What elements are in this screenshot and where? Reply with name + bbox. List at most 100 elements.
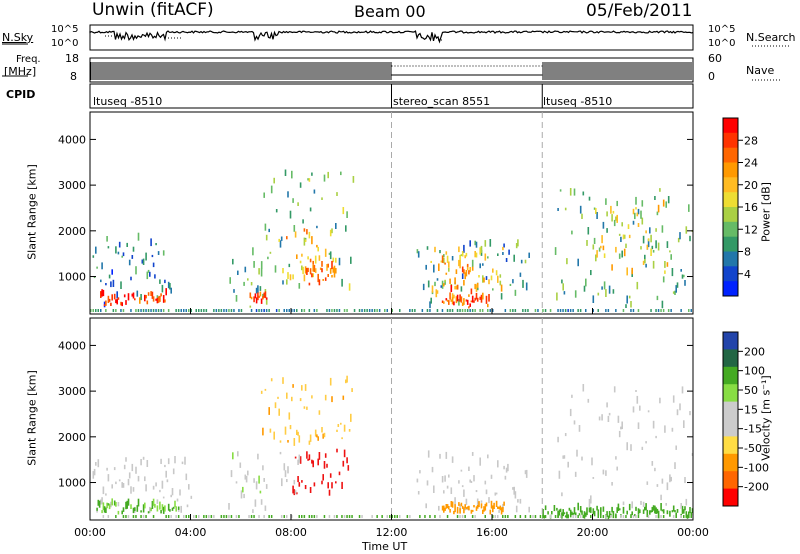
x-tick-label-1: 04:00 (175, 526, 207, 539)
velocity-cell-region-7 (499, 505, 502, 510)
power-ground-cell (451, 309, 454, 312)
velocity-cell-region-6 (441, 476, 444, 483)
velocity-cell-region-8 (543, 515, 546, 519)
velocity-cell-region-8 (642, 509, 645, 514)
power-cell-region-11 (665, 201, 667, 208)
power-cell-region-6 (308, 282, 311, 286)
power-cell-region-8 (499, 274, 502, 278)
velocity-cell-region-0 (111, 484, 113, 489)
power-ground-cell (391, 309, 393, 312)
power-ground-cell (160, 309, 162, 312)
power-cell-region-11 (667, 196, 670, 204)
velocity-colorbar-frame (722, 331, 739, 507)
power-cell-region-11 (595, 254, 597, 262)
velocity-cell-region-9 (602, 469, 605, 475)
velocity-ground-cell (434, 515, 436, 518)
power-cell-region-4 (309, 207, 312, 212)
velocity-ground-cell (637, 515, 640, 518)
velocity-cell-region-3 (337, 424, 340, 427)
power-cell-region-6 (326, 264, 328, 271)
velocity-cell-region-1 (132, 507, 135, 514)
velocity-cell-region-3 (279, 440, 282, 443)
velocity-ground-cell (446, 515, 449, 518)
velocity-cell-region-9 (676, 409, 679, 416)
power-cell-region-8 (483, 277, 485, 283)
freq-unit: [MHz] (4, 65, 37, 78)
velocity-cell-region-0 (117, 502, 120, 507)
velocity-cell-region-8 (672, 505, 675, 512)
velocity-cell-region-7 (450, 501, 453, 507)
power-ground-cell (577, 309, 579, 312)
power-cell-region-4 (316, 225, 318, 229)
power-cell-region-3 (255, 297, 258, 304)
power-cell-region-11 (628, 295, 631, 299)
velocity-cell-region-6 (475, 490, 478, 493)
velocity-cell-region-0 (92, 471, 95, 479)
power-cell-region-3 (258, 295, 260, 298)
velocity-cell-region-0 (144, 476, 146, 482)
velocity-colorbar-cell-0 (723, 332, 738, 350)
velocity-ground-cell (660, 515, 662, 518)
velocity-ground-cell (429, 515, 431, 518)
power-cell-region-0 (147, 269, 150, 273)
power-ground-cell (690, 309, 692, 312)
velocity-cell-region-6 (443, 490, 445, 494)
power-cell-region-4 (311, 172, 313, 176)
power-cell-region-12 (632, 208, 635, 215)
power-cell-region-0 (117, 251, 120, 255)
velocity-cell-region-9 (587, 398, 590, 403)
velocity-cell-region-0 (118, 479, 121, 482)
power-cell-region-7 (479, 263, 481, 269)
velocity-cell-region-3 (346, 375, 348, 383)
power-cell-region-2 (255, 287, 258, 294)
power-cell-region-8 (435, 289, 438, 298)
power-cell-region-12 (600, 245, 602, 249)
power-cell-region-12 (634, 212, 636, 220)
power-ground-cell (459, 309, 461, 312)
velocity-cell-region-1 (171, 507, 174, 511)
power-cell-region-11 (613, 219, 616, 227)
velocity-cell-region-8 (559, 508, 562, 512)
power-cell-region-10 (476, 297, 479, 302)
velocity-ground-cell (291, 515, 293, 518)
velocity-ground-cell (140, 515, 142, 518)
velocity-cell-region-8 (608, 511, 611, 518)
velocity-cell-region-8 (592, 508, 595, 515)
power-ground-cell (456, 309, 459, 312)
power-cell-region-10 (450, 299, 453, 302)
power-ground-cell (680, 309, 682, 312)
power-ground-cell (203, 309, 205, 312)
power-cell-region-1 (134, 298, 136, 301)
x-axis-label: Time UT (362, 540, 408, 553)
velocity-ground-cell (419, 515, 421, 518)
freq-tick-top: 18 (65, 52, 79, 65)
power-ground-cell (615, 309, 617, 312)
velocity-ground-cell (238, 515, 240, 518)
power-cell-region-3 (250, 296, 253, 300)
power-cell-region-11 (587, 227, 590, 235)
velocity-ground-cell (456, 515, 459, 518)
power-cell-region-6 (331, 260, 333, 270)
power-cell-region-0 (112, 279, 115, 287)
velocity-cell-region-7 (456, 506, 459, 514)
velocity-cell-region-6 (476, 498, 479, 506)
velocity-ground-cell (323, 515, 326, 518)
power-cell-region-4 (284, 169, 287, 176)
power-cell-region-10 (488, 294, 490, 302)
power-ground-cell (258, 309, 260, 312)
velocity-cell-region-7 (449, 509, 451, 513)
velocity-cell-region-1 (147, 511, 150, 514)
power-ground-cell (283, 309, 285, 312)
power-cell-region-12 (664, 270, 666, 274)
power-cell-region-0 (142, 258, 145, 265)
velocity-cell-region-9 (680, 503, 682, 509)
velocity-ground-cell (549, 515, 552, 518)
power-cell-region-12 (598, 247, 601, 252)
power-cell-region-11 (688, 204, 690, 212)
velocity-cell-region-9 (590, 495, 592, 504)
power-cell-region-6 (321, 268, 323, 273)
velocity-cell-region-7 (448, 506, 450, 510)
velocity-cell-region-1 (108, 503, 111, 510)
power-cell-region-3 (257, 292, 259, 301)
power-cell-region-1 (113, 293, 116, 300)
